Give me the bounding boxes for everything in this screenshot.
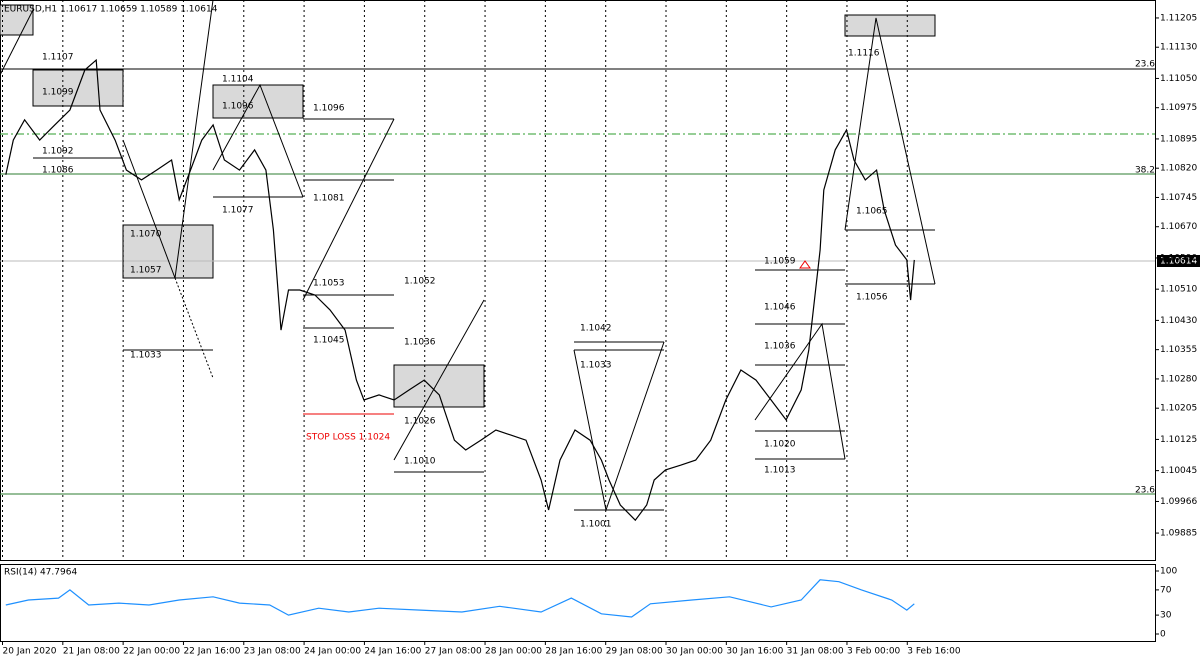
- y-tick-label: 1.10430: [1160, 316, 1197, 326]
- zone: [212, 84, 304, 119]
- x-tick-label: 22 Jan 16:00: [183, 647, 240, 657]
- level-label: 1.1096: [222, 102, 254, 112]
- level-label: 1.1046: [764, 303, 796, 313]
- level-label: 1.1070: [130, 230, 162, 240]
- level-label: 1.1092: [42, 147, 74, 157]
- level-label: 1.1081: [313, 194, 345, 204]
- x-tick-label: 24 Jan 00:00: [304, 647, 361, 657]
- y-tick-label: 1.11130: [1160, 43, 1197, 53]
- series-line: [5, 579, 915, 618]
- y-tick-label: 1.10975: [1160, 103, 1197, 113]
- level-label: 1.1116: [848, 49, 880, 59]
- level-label: 1.1052: [404, 277, 436, 287]
- level-label: 1.1036: [764, 342, 796, 352]
- y-tick-label: 1.10895: [1160, 134, 1197, 144]
- level-label: 1.1065: [856, 207, 888, 217]
- x-tick-label: 21 Jan 08:00: [63, 647, 120, 657]
- stop-loss-label: STOP LOSS 1.1024: [306, 433, 390, 443]
- buy-arrow: [799, 260, 811, 269]
- y-tick-label: 1.09885: [1160, 529, 1197, 539]
- fib-label: 38.2: [1135, 166, 1155, 176]
- y-tick-label: 0: [1160, 630, 1166, 640]
- level-label: 1.1099: [42, 88, 74, 98]
- trend-line: [393, 299, 485, 461]
- level-label: 1.1086: [42, 166, 74, 176]
- trend-line: [844, 17, 936, 285]
- x-tick-label: 20 Jan 2020: [3, 647, 57, 657]
- y-tick-label: 1.10670: [1160, 222, 1197, 232]
- y-tick-label: 70: [1160, 585, 1172, 595]
- price-tag-label: 1.10614: [1160, 257, 1197, 267]
- level-label: 1.1033: [580, 361, 612, 371]
- rsi-panel: [0, 564, 1156, 642]
- fib-label: 23.6: [1135, 486, 1155, 496]
- x-tick-label: 3 Feb 16:00: [907, 647, 961, 657]
- x-tick-label: 28 Jan 00:00: [485, 647, 542, 657]
- projection: [174, 277, 214, 379]
- level-label: 1.1045: [313, 336, 345, 346]
- level-label: 1.1026: [404, 417, 436, 427]
- rsi-title: RSI(14) 47.7964: [4, 568, 77, 578]
- level-label: 1.1077: [222, 206, 254, 216]
- price-tag: [1157, 255, 1200, 267]
- x-tick-label: 3 Feb 00:00: [847, 647, 901, 657]
- chart-title: EURUSD,H1 1.10617 1.10659 1.10589 1.1061…: [4, 5, 218, 15]
- y-tick-label: 1.10045: [1160, 466, 1197, 476]
- y-tick-label: 100: [1160, 566, 1177, 576]
- y-tick-label: 1.10510: [1160, 285, 1197, 295]
- fib-label: 23.6: [1135, 60, 1155, 70]
- level-label: 1.1059: [764, 257, 796, 267]
- zone: [844, 14, 936, 37]
- level-label: 1.1036: [404, 338, 436, 348]
- series-line: [5, 58, 915, 522]
- x-tick-label: 24 Jan 16:00: [364, 647, 421, 657]
- y-tick-label: 1.10820: [1160, 164, 1197, 174]
- level-label: 1.1033: [130, 351, 162, 361]
- level-label: 1.1010: [404, 457, 436, 467]
- level-label: 1.1020: [764, 440, 796, 450]
- level-label: 1.1001: [580, 520, 612, 530]
- level-label: 1.1057: [130, 266, 162, 276]
- x-tick-label: 28 Jan 16:00: [545, 647, 602, 657]
- x-tick-label: 23 Jan 08:00: [244, 647, 301, 657]
- trend-line: [302, 118, 395, 301]
- y-tick-label: 1.11205: [1160, 13, 1197, 23]
- level-label: 1.1056: [856, 293, 888, 303]
- y-tick-label: 1.10205: [1160, 404, 1197, 414]
- trend-line: [0, 9, 34, 76]
- x-tick-label: 22 Jan 00:00: [123, 647, 180, 657]
- main-panel: [0, 0, 1156, 561]
- level-label: 1.1053: [313, 279, 345, 289]
- level-label: 1.1096: [313, 104, 345, 114]
- zone: [393, 364, 485, 408]
- x-tick-label: 27 Jan 08:00: [425, 647, 482, 657]
- y-tick-label: 1.10280: [1160, 374, 1197, 384]
- y-tick-label: 1.11050: [1160, 74, 1197, 84]
- y-tick-label: 1.09966: [1160, 497, 1197, 507]
- x-tick-label: 31 Jan 08:00: [787, 647, 844, 657]
- level-label: 1.1104: [222, 75, 254, 85]
- y-tick-label: 1.10590: [1160, 253, 1197, 263]
- x-tick-label: 30 Jan 16:00: [726, 647, 783, 657]
- level-label: 1.1042: [580, 324, 612, 334]
- y-tick-label: 1.10355: [1160, 345, 1197, 355]
- trend-line: [754, 322, 846, 460]
- level-label: 1.1107: [42, 53, 74, 63]
- zone: [122, 224, 214, 279]
- y-tick-label: 1.10745: [1160, 193, 1197, 203]
- level-label: 1.1013: [764, 466, 796, 476]
- x-tick-label: 30 Jan 00:00: [666, 647, 723, 657]
- x-tick-label: 29 Jan 08:00: [606, 647, 663, 657]
- y-tick-label: 1.10125: [1160, 435, 1197, 445]
- trend-line: [212, 83, 304, 198]
- y-tick-label: 30: [1160, 611, 1172, 621]
